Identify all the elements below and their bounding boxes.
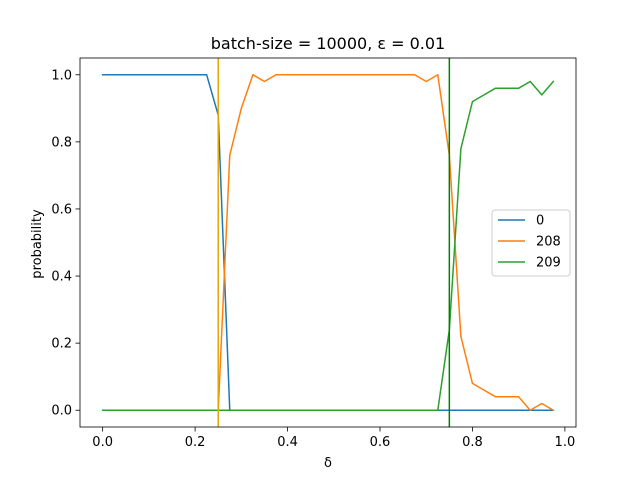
legend-label-0: 0	[536, 214, 544, 229]
x-axis-ticks: 0.0 0.2 0.4 0.6 0.8 1.0	[92, 427, 575, 450]
legend-box	[491, 209, 571, 277]
y-tick-label: 0.8	[51, 135, 72, 150]
y-tick-label: 0.2	[51, 337, 72, 352]
y-axis-ticks: 0.0 0.2 0.4 0.6 0.8 1.0	[51, 68, 80, 419]
y-tick-label: 0.0	[51, 404, 72, 419]
x-tick-label: 0.2	[185, 435, 206, 450]
legend-label-209: 209	[536, 256, 561, 271]
legend-label-208: 208	[536, 235, 561, 250]
x-tick-label: 0.4	[277, 435, 298, 450]
x-tick-label: 0.8	[462, 435, 483, 450]
x-tick-label: 0.0	[92, 435, 113, 450]
y-tick-label: 0.4	[51, 270, 72, 285]
x-tick-label: 1.0	[555, 435, 576, 450]
plot-lines	[101, 58, 555, 427]
y-axis-label: probability	[30, 209, 45, 279]
legend: 0 208 209	[491, 209, 571, 277]
x-tick-label: 0.6	[370, 435, 391, 450]
y-tick-label: 0.6	[51, 202, 72, 217]
chart-title: batch-size = 10000, ε = 0.01	[211, 34, 445, 53]
axes-frame	[79, 57, 577, 428]
x-axis-label: δ	[324, 456, 332, 471]
y-tick-label: 1.0	[51, 68, 72, 83]
series-line-209	[101, 80, 555, 411]
